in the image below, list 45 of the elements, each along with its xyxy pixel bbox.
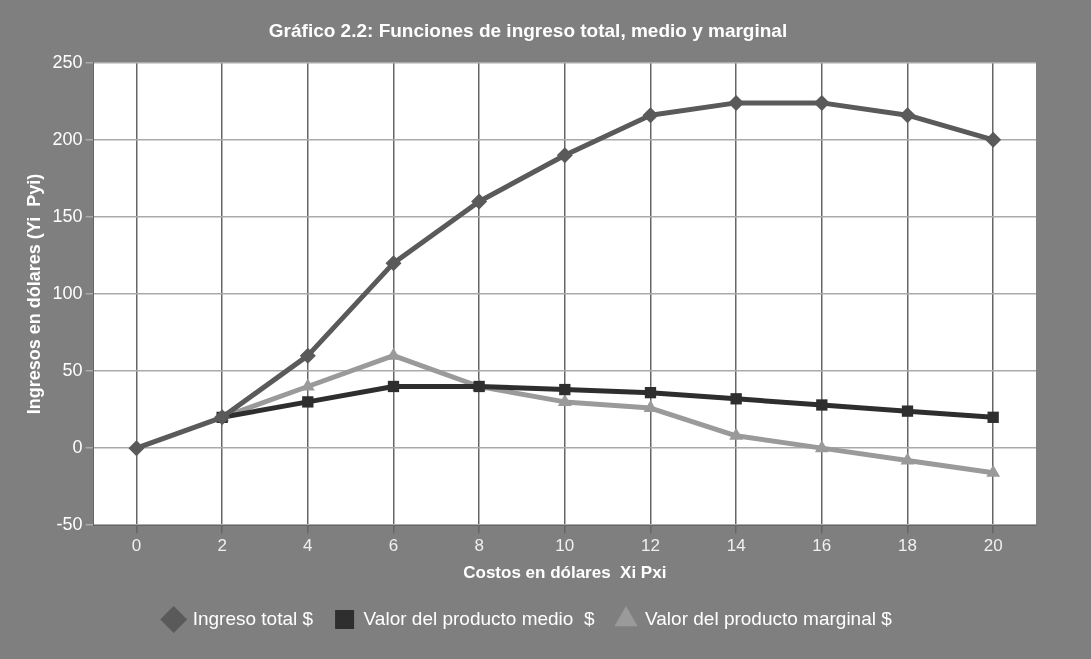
chart-title: Gráfico 2.2: Funciones de ingreso total, medio y marginal	[268, 19, 788, 41]
point	[302, 396, 314, 408]
point	[644, 386, 657, 399]
point	[729, 427, 744, 440]
x-tick-label: 10	[555, 536, 575, 556]
y-tick-label: 150	[52, 205, 83, 226]
point	[987, 411, 999, 423]
point	[816, 399, 828, 411]
point	[128, 440, 145, 457]
x-tick-label: 20	[983, 536, 1003, 556]
point	[730, 393, 742, 405]
legend-label: Valor del producto medio $	[363, 607, 595, 629]
x-tick-label: 16	[812, 536, 832, 556]
x-axis-title: Costos en dólares Xi Pxi	[463, 563, 667, 583]
y-tick-label: 50	[62, 360, 83, 381]
y-tick-label: 250	[52, 51, 83, 72]
point	[986, 464, 1001, 477]
y-tick-label: 0	[72, 437, 83, 458]
point	[900, 452, 915, 465]
y-tick-label: -50	[56, 514, 83, 535]
y-tick-label: 200	[52, 128, 83, 149]
legend-label: Valor del producto marginal $	[645, 607, 893, 629]
x-tick-label: 12	[641, 536, 660, 556]
x-tick-label: 2	[217, 536, 227, 556]
point	[642, 107, 659, 124]
x-tick-label: 4	[303, 536, 313, 556]
x-tick-label: 0	[131, 536, 142, 556]
point	[899, 107, 916, 124]
point	[814, 440, 829, 453]
point	[557, 393, 572, 406]
point	[387, 380, 400, 393]
point	[985, 131, 1002, 148]
x-tick-label: 8	[474, 536, 484, 556]
point	[559, 383, 571, 396]
point	[299, 347, 316, 364]
legend-label: Ingreso total $	[192, 607, 314, 629]
point	[471, 193, 488, 210]
point	[385, 255, 402, 272]
point	[901, 405, 914, 417]
y-axis-title: Ingresos en dólares (Yi Pyi)	[23, 173, 44, 415]
point	[556, 147, 573, 164]
x-tick-label: 14	[726, 536, 746, 556]
x-tick-label: 18	[898, 536, 917, 556]
x-tick-label: 6	[388, 536, 399, 556]
y-tick-label: 100	[52, 282, 83, 303]
